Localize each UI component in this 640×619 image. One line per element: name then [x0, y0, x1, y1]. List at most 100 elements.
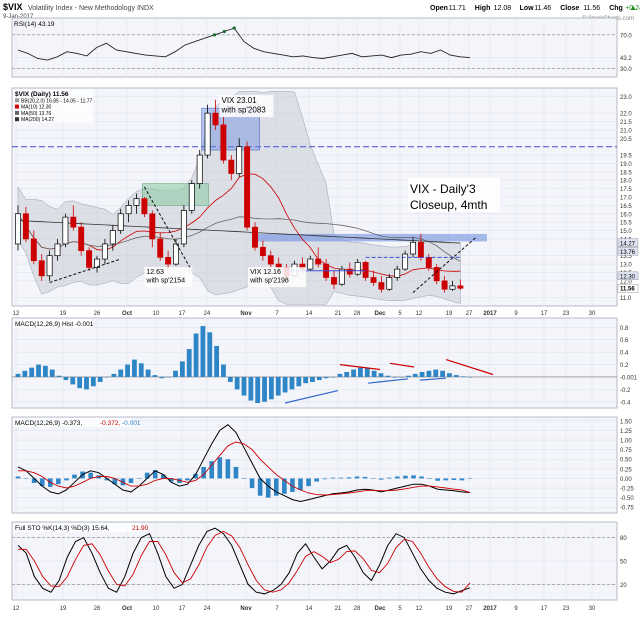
price-y-tick: 19.5 — [620, 154, 632, 160]
macd-bar — [15, 476, 21, 479]
price-legend-item: MA(50) 13.76 — [21, 111, 52, 117]
candle-body — [370, 277, 377, 283]
sto-y-tick: 50 — [620, 560, 627, 566]
sto-y-tick: 20 — [620, 583, 627, 589]
macd-hist-bar — [186, 349, 192, 377]
macd-bar — [411, 475, 416, 479]
x-tick-label: 24 — [204, 311, 211, 317]
macd-hist-bar — [56, 375, 62, 377]
candle-body — [346, 268, 353, 275]
macd-hist-bar — [453, 375, 459, 377]
macd-hist-bar — [467, 376, 473, 378]
x-tick-label: 30 — [589, 606, 596, 612]
macd-bar — [225, 459, 231, 479]
macd-hist-bar — [63, 376, 69, 381]
macd-hist-bar — [447, 373, 452, 377]
price-y-tick: 22.0 — [620, 112, 632, 118]
x-tick-label: 23 — [563, 311, 570, 317]
macd-bar — [257, 478, 263, 496]
macd-hist-bar — [371, 370, 377, 377]
macd-bar — [459, 478, 465, 481]
ma10-line — [17, 173, 461, 277]
candle-body — [457, 285, 464, 289]
macd-bar — [362, 476, 368, 479]
x-tick-label: 21 — [335, 311, 342, 317]
macd-hist-bar — [118, 369, 124, 377]
candle-body — [275, 263, 282, 268]
annotation-12-16: VIX 12.16 — [250, 269, 281, 276]
candle-body — [315, 258, 322, 265]
macd-y-tick: 1.25 — [620, 429, 632, 435]
macd-hist-bar — [330, 376, 336, 378]
panel-rsi-frame — [11, 17, 618, 78]
x-tick-label: 17 — [179, 311, 186, 317]
ohlc-label: Close — [560, 5, 579, 12]
price-y-tick: 13.5 — [620, 254, 632, 260]
macd-bar — [265, 478, 271, 498]
candle-body — [133, 198, 140, 206]
macd-hist-bar — [364, 368, 370, 377]
macd-hist-bar — [214, 345, 220, 377]
macd-bar — [273, 478, 279, 496]
candle-body — [228, 159, 235, 174]
x-tick-label: Oct — [122, 606, 132, 612]
macd-bar — [419, 476, 424, 479]
macd-hist-bar — [344, 372, 350, 377]
candle-body — [109, 230, 116, 245]
macd-bar — [370, 478, 376, 479]
price-badge-bg — [617, 247, 639, 256]
candle-body — [15, 213, 21, 245]
chg-label: Chg — [609, 5, 623, 12]
macd-bar — [338, 477, 344, 479]
ohlc-label: Low — [520, 5, 535, 12]
chart-date: 9-Jan-2017 — [3, 14, 34, 20]
candle-body — [54, 243, 61, 257]
x-tick-label: 10 — [153, 606, 160, 612]
macd-hist-bar — [49, 369, 55, 377]
macd-hist-bar — [303, 376, 309, 384]
macd-bar — [185, 478, 190, 481]
price-y-tick: 17.5 — [620, 187, 632, 193]
hist-trend-blue-3 — [419, 377, 447, 381]
macd-legend-signal: -0.372, — [100, 420, 120, 427]
price-y-tick: 15.0 — [620, 229, 632, 235]
x-tick-label: 27 — [466, 311, 473, 317]
annotation-title-sub: Closeup, 4mth — [410, 198, 487, 212]
macd-hist-bar — [111, 373, 117, 377]
macd-hist-bar — [426, 370, 432, 377]
candle-body — [149, 213, 156, 240]
hist-y-tick: 0.8 — [620, 326, 629, 332]
x-tick-label: 9 — [514, 311, 518, 317]
up-arrow-icon: ▲ — [629, 3, 637, 12]
hist-trend-blue — [284, 390, 339, 404]
hist-y-tick: -0.001 — [620, 376, 638, 382]
legend-swatch — [15, 110, 19, 115]
macd-hist-bar — [166, 376, 172, 378]
hist-trend-red-2 — [389, 362, 415, 368]
x-tick-label: 12 — [13, 606, 20, 612]
candle-body — [30, 238, 37, 262]
rsi-overbought-point — [222, 29, 226, 34]
annotation-12-16-sub: with sp'2198 — [249, 278, 289, 285]
x-tick-label: Oct — [122, 311, 132, 317]
macd-hist-bar — [392, 376, 398, 378]
candle-body — [94, 258, 100, 268]
macd-line — [17, 424, 471, 503]
candle-body — [307, 258, 314, 270]
candle-body — [180, 210, 187, 245]
macd-hist-bar — [378, 373, 384, 377]
x-tick-label: 26 — [94, 606, 101, 612]
macd-bar — [23, 478, 29, 479]
macd-hist-bar — [241, 376, 247, 396]
candle-body — [394, 268, 401, 278]
macd-hist-bar — [104, 376, 110, 378]
macd-bar — [233, 466, 239, 479]
trend-line-support — [49, 258, 121, 283]
x-tick-label: 14 — [306, 606, 313, 612]
macd-hist-bar — [200, 326, 206, 377]
macd-bar — [306, 478, 311, 487]
candle-body — [449, 285, 456, 290]
candle-body — [402, 253, 409, 270]
annotation-vix-23-sub: with sp'2083 — [221, 106, 267, 115]
hist-y-tick: -0.4 — [620, 400, 631, 406]
